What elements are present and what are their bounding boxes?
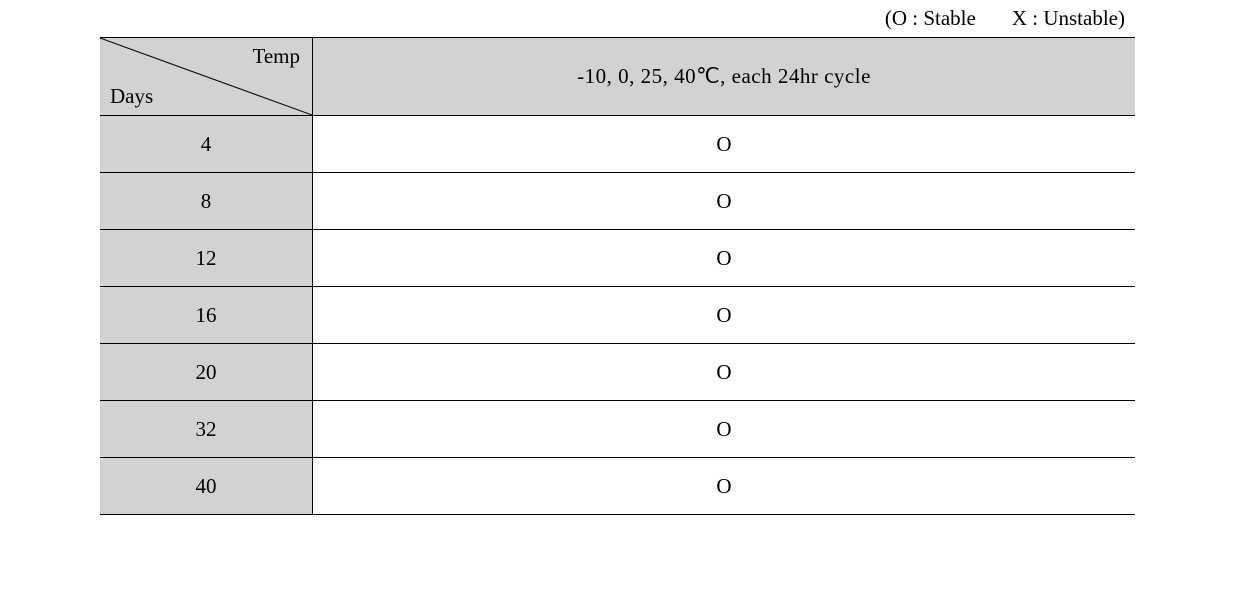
table-row: 16 O xyxy=(100,287,1135,344)
legend-stable-label: Stable xyxy=(923,6,976,30)
table-body: 4 O 8 O 12 O 16 O 20 O 32 O xyxy=(100,116,1135,515)
days-cell: 40 xyxy=(100,458,313,515)
days-value: 16 xyxy=(196,303,217,327)
table-row: 20 O xyxy=(100,344,1135,401)
result-cell: O xyxy=(313,458,1136,515)
result-cell: O xyxy=(313,173,1136,230)
result-cell: O xyxy=(313,116,1136,173)
legend-line: (O : StableX : Unstable) xyxy=(100,0,1135,37)
days-value: 4 xyxy=(201,132,212,156)
result-cell: O xyxy=(313,230,1136,287)
result-value: O xyxy=(716,417,731,441)
days-cell: 20 xyxy=(100,344,313,401)
legend-stable-key: O xyxy=(892,6,907,30)
header-col-axis-label: Temp xyxy=(252,44,300,69)
days-value: 20 xyxy=(196,360,217,384)
days-value: 40 xyxy=(196,474,217,498)
result-value: O xyxy=(716,303,731,327)
legend-unstable-label: Unstable xyxy=(1043,6,1118,30)
header-condition-text: -10, 0, 25, 40℃, each 24hr cycle xyxy=(577,64,871,88)
days-cell: 4 xyxy=(100,116,313,173)
result-value: O xyxy=(716,132,731,156)
days-cell: 12 xyxy=(100,230,313,287)
page-root: (O : StableX : Unstable) Temp Days -10, … xyxy=(0,0,1235,599)
days-value: 32 xyxy=(196,417,217,441)
days-cell: 8 xyxy=(100,173,313,230)
days-cell: 32 xyxy=(100,401,313,458)
result-value: O xyxy=(716,246,731,270)
table-row: 32 O xyxy=(100,401,1135,458)
header-condition-cell: -10, 0, 25, 40℃, each 24hr cycle xyxy=(313,38,1136,116)
days-value: 12 xyxy=(196,246,217,270)
header-row-axis-label: Days xyxy=(110,84,153,109)
result-cell: O xyxy=(313,287,1136,344)
table-row: 12 O xyxy=(100,230,1135,287)
days-value: 8 xyxy=(201,189,212,213)
header-diagonal-cell: Temp Days xyxy=(100,38,313,116)
result-value: O xyxy=(716,360,731,384)
stability-table: Temp Days -10, 0, 25, 40℃, each 24hr cyc… xyxy=(100,37,1135,515)
legend-unstable-key: X xyxy=(1012,6,1027,30)
table-row: 4 O xyxy=(100,116,1135,173)
table-row: 40 O xyxy=(100,458,1135,515)
result-cell: O xyxy=(313,344,1136,401)
table-row: 8 O xyxy=(100,173,1135,230)
result-value: O xyxy=(716,189,731,213)
result-cell: O xyxy=(313,401,1136,458)
days-cell: 16 xyxy=(100,287,313,344)
result-value: O xyxy=(716,474,731,498)
